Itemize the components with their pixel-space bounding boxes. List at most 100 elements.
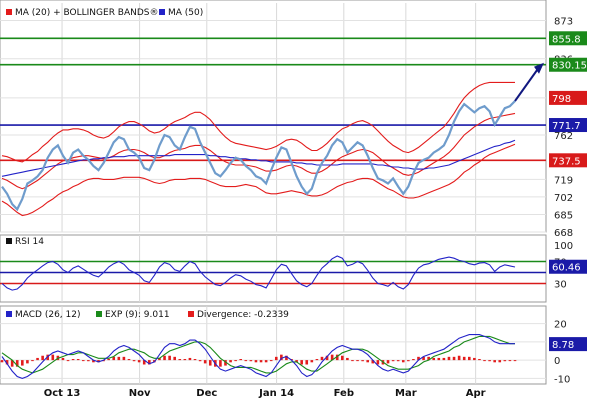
divergence-bar bbox=[508, 360, 512, 362]
divergence-bar bbox=[493, 360, 496, 363]
divergence-bar bbox=[0, 360, 4, 363]
divergence-bar bbox=[193, 359, 197, 361]
macd-panel: 20100-108.78 MACD (26, 12) EXP (9): 9.01… bbox=[0, 305, 587, 385]
price-badge-855.8 bbox=[549, 31, 587, 46]
divergence-bar bbox=[478, 359, 481, 361]
divergence-bar bbox=[361, 360, 364, 362]
price-tick-label: 762 bbox=[554, 131, 573, 142]
divergence-bar bbox=[391, 360, 395, 362]
divergence-bar bbox=[427, 356, 430, 361]
price-badge-855.8-text: 855.8 bbox=[552, 34, 581, 45]
price-legend: MA (20) + BOLLINGER BANDS® MA (50) bbox=[6, 8, 203, 18]
divergence-bar bbox=[132, 360, 136, 362]
divergence-bar bbox=[264, 360, 268, 363]
divergence-bar bbox=[376, 360, 380, 365]
divergence-bar bbox=[198, 360, 202, 362]
legend-label-divergence: Divergence: -0.2339 bbox=[197, 310, 289, 320]
divergence-bar bbox=[412, 359, 415, 361]
divergence-bar bbox=[178, 359, 182, 361]
divergence-bar bbox=[503, 360, 507, 362]
divergence-bar bbox=[356, 360, 359, 362]
divergence-bar bbox=[254, 360, 258, 363]
x-tick-label: Apr bbox=[466, 388, 486, 399]
divergence-bar bbox=[488, 360, 491, 362]
divergence-bar bbox=[36, 357, 39, 361]
price-panel: 873836798771.7762719702685668 798830.158… bbox=[0, 0, 587, 239]
price-series bbox=[1, 62, 544, 217]
price-badge-830.15 bbox=[549, 57, 587, 72]
rsi-line bbox=[1, 255, 516, 291]
legend-label-rsi: RSI 14 bbox=[15, 237, 44, 247]
divergence-bar bbox=[330, 354, 334, 361]
legend-swatch-rsi bbox=[6, 238, 12, 244]
rsi-y-axis: 100703060.46 bbox=[549, 241, 587, 291]
rsi-last-badge bbox=[549, 259, 587, 274]
divergence-bar bbox=[107, 359, 110, 361]
divergence-bar bbox=[371, 360, 375, 364]
projection-arrow-head bbox=[534, 62, 544, 74]
divergence-bar bbox=[26, 360, 29, 364]
rsi-series bbox=[1, 255, 516, 291]
macd-last-badge bbox=[549, 337, 587, 352]
divergence-bar bbox=[234, 360, 237, 362]
x-tick-label: Jan 14 bbox=[258, 388, 294, 399]
macd-line bbox=[1, 334, 515, 379]
macd-tick-label: 20 bbox=[554, 320, 567, 331]
rsi-gridlines bbox=[0, 235, 546, 302]
macd-y-axis: 20100-108.78 bbox=[549, 320, 587, 385]
divergence-bar bbox=[142, 360, 146, 365]
macd-tick-label: -10 bbox=[554, 374, 570, 385]
divergence-bar bbox=[274, 356, 278, 361]
divergence-bar bbox=[112, 356, 116, 361]
divergence-bar bbox=[173, 356, 176, 361]
divergence-bar bbox=[188, 357, 192, 361]
divergence-bar bbox=[305, 360, 309, 365]
macd-legend: MACD (26, 12) EXP (9): 9.011 Divergence:… bbox=[6, 310, 289, 320]
divergence-bar bbox=[310, 360, 314, 363]
divergence-bar bbox=[224, 360, 227, 366]
divergence-bar bbox=[473, 357, 476, 361]
divergence-bar bbox=[122, 356, 126, 361]
legend-label-bollinger: MA (20) + BOLLINGER BANDS® bbox=[15, 8, 159, 18]
divergence-bar bbox=[422, 356, 425, 361]
divergence-bar bbox=[183, 359, 187, 361]
legend-label-ma50: MA (50) bbox=[168, 8, 203, 18]
divergence-bar bbox=[137, 360, 141, 363]
divergence-bar bbox=[10, 360, 14, 367]
price-badge-830.15-text: 830.15 bbox=[552, 61, 587, 72]
projection-arrow-line bbox=[514, 68, 539, 102]
rsi-panel-frame bbox=[0, 234, 547, 303]
divergence-bar bbox=[407, 360, 410, 362]
legend-label-macd: MACD (26, 12) bbox=[15, 310, 81, 320]
divergence-bar bbox=[386, 360, 390, 364]
divergence-bar bbox=[462, 356, 466, 361]
divergence-bar bbox=[452, 356, 456, 361]
divergence-bar bbox=[51, 354, 55, 361]
x-axis-labels: Oct 13 Nov Dec Jan 14 Feb Mar Apr bbox=[44, 388, 486, 399]
divergence-bar bbox=[401, 360, 405, 363]
price-tick-label: 668 bbox=[554, 228, 573, 239]
price-badge-798 bbox=[549, 90, 587, 105]
divergence-bar bbox=[71, 359, 75, 361]
divergence-bar bbox=[76, 359, 80, 361]
price-tick-label: 719 bbox=[554, 175, 573, 186]
x-tick-label: Mar bbox=[395, 388, 417, 399]
divergence-bar bbox=[203, 360, 207, 364]
divergence-bar bbox=[351, 360, 354, 362]
divergence-bar bbox=[31, 360, 34, 362]
price-tick-label: 873 bbox=[554, 17, 573, 28]
divergence-bar bbox=[320, 356, 324, 361]
legend-swatch-divergence bbox=[188, 311, 194, 317]
divergence-bar bbox=[300, 360, 303, 365]
x-tick-label: Oct 13 bbox=[44, 388, 81, 399]
divergence-bar bbox=[97, 360, 100, 363]
price-tick-label: 685 bbox=[554, 210, 573, 221]
divergence-bar bbox=[163, 355, 166, 361]
legend-swatch-macd bbox=[6, 311, 12, 317]
rsi-tick-label: 100 bbox=[554, 241, 573, 252]
macd-series bbox=[1, 334, 515, 379]
rsi-last-badge-text: 60.46 bbox=[552, 263, 581, 274]
price-badge-771.7-text: 771.7 bbox=[552, 121, 581, 132]
divergence-bar bbox=[92, 360, 95, 363]
divergence-bar bbox=[447, 356, 451, 361]
